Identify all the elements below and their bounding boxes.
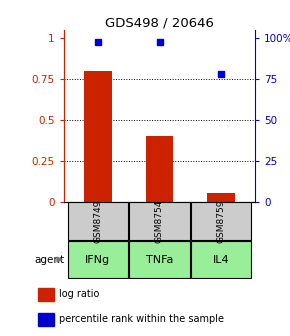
Text: log ratio: log ratio (59, 289, 100, 299)
Bar (191, 241, 251, 279)
Title: GDS498 / 20646: GDS498 / 20646 (105, 16, 214, 29)
Bar (84, 71, 112, 202)
Bar (38, 313, 54, 326)
Text: GSM8754: GSM8754 (155, 199, 164, 243)
Bar (68, 202, 128, 240)
Bar (146, 136, 173, 202)
Bar (68, 241, 128, 279)
Text: GSM8759: GSM8759 (217, 199, 226, 243)
Text: TNFa: TNFa (146, 255, 173, 264)
Bar (129, 202, 190, 240)
Text: IL4: IL4 (213, 255, 230, 264)
Bar (129, 241, 190, 279)
Text: percentile rank within the sample: percentile rank within the sample (59, 314, 224, 325)
Bar (191, 202, 251, 240)
Bar (207, 194, 235, 202)
Text: GSM8749: GSM8749 (93, 199, 102, 243)
Bar (38, 288, 54, 301)
Text: agent: agent (34, 255, 64, 264)
Text: IFNg: IFNg (85, 255, 110, 264)
